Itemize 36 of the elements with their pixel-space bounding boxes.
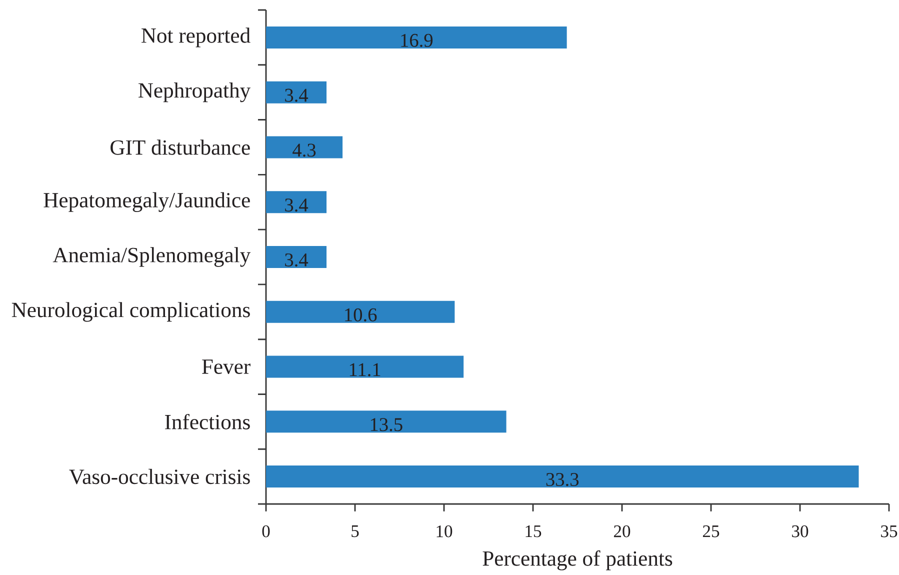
x-tick-label: 0	[262, 525, 270, 538]
data-label: 4.3	[292, 144, 316, 157]
x-tick-label: 15	[526, 525, 542, 538]
data-label: 33.3	[546, 473, 579, 486]
bar	[266, 26, 567, 48]
y-tick-label: Hepatomegaly/Jaundice	[44, 192, 250, 212]
x-tick-label: 20	[614, 525, 630, 538]
x-tick-label: 35	[881, 525, 898, 538]
y-tick-label: Fever	[202, 360, 250, 374]
data-label: 16.9	[401, 34, 433, 47]
bar	[266, 466, 859, 488]
bar	[266, 246, 327, 268]
data-label: 3.4	[285, 253, 308, 267]
y-tick-label: Nephropathy	[138, 82, 251, 102]
data-label: 3.4	[285, 198, 308, 212]
x-tick-label: 5	[352, 525, 359, 538]
data-label: 11.1	[350, 363, 380, 376]
x-tick-label: 10	[436, 525, 452, 538]
y-tick-label: Neurological complications	[12, 302, 250, 322]
data-label: 10.6	[345, 308, 377, 322]
x-axis-title: Percentage of patients	[482, 550, 672, 570]
bar	[266, 410, 506, 433]
y-tick-label: Anemia/Splenomegaly	[52, 247, 251, 267]
y-tick-label: Not reported	[141, 28, 250, 48]
bar	[266, 136, 343, 158]
y-tick-label: Infections	[165, 414, 250, 430]
data-label: 13.5	[370, 418, 402, 432]
x-tick-label: 30	[792, 525, 808, 538]
y-tick-label: Vaso-occlusive crisis	[69, 468, 250, 484]
bar	[266, 81, 327, 104]
bar	[266, 356, 464, 378]
y-tick-label: GIT disturbance	[110, 140, 250, 155]
bar	[266, 191, 327, 214]
data-label: 3.4	[285, 88, 308, 102]
x-tick-label: 25	[702, 525, 720, 538]
bar	[266, 300, 455, 323]
